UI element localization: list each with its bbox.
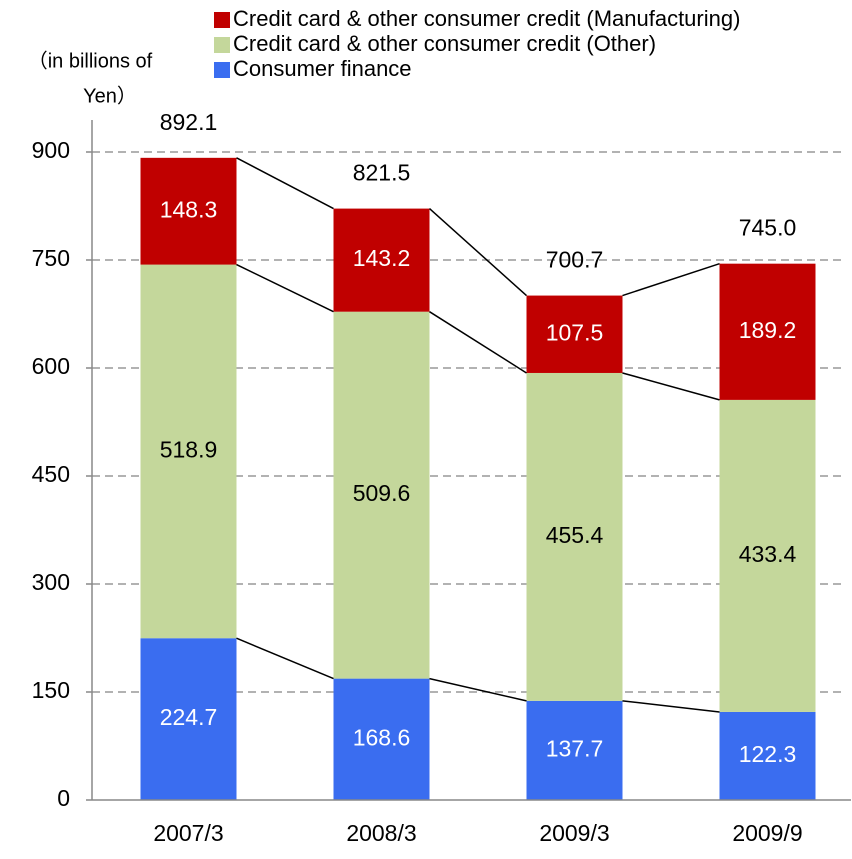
value-label: 518.9 bbox=[160, 436, 218, 462]
value-label: 224.7 bbox=[160, 704, 218, 730]
value-label: 137.7 bbox=[546, 736, 604, 762]
y-axis-label: Yen） bbox=[83, 84, 137, 107]
value-label: 433.4 bbox=[739, 541, 797, 567]
value-label: 143.2 bbox=[353, 245, 411, 271]
total-label: 700.7 bbox=[546, 247, 604, 273]
bar-segment bbox=[140, 638, 237, 800]
bar-segment bbox=[719, 263, 816, 400]
connector bbox=[236, 157, 334, 210]
bar-segment bbox=[526, 700, 623, 800]
connector bbox=[622, 262, 720, 297]
y-tick-label: 150 bbox=[32, 677, 70, 703]
bar-segment bbox=[526, 295, 623, 373]
y-axis-label: （in billions of bbox=[28, 49, 153, 72]
total-label: 745.0 bbox=[739, 215, 797, 241]
y-tick-label: 750 bbox=[32, 245, 70, 271]
value-label: 148.3 bbox=[160, 196, 218, 222]
bar-segment bbox=[719, 711, 816, 800]
connector bbox=[236, 637, 334, 680]
connector bbox=[622, 372, 720, 401]
total-label: 892.1 bbox=[160, 109, 218, 135]
bar-segment bbox=[140, 157, 237, 265]
value-label: 107.5 bbox=[546, 319, 604, 345]
y-tick-label: 900 bbox=[32, 137, 70, 163]
y-tick-label: 0 bbox=[57, 785, 70, 811]
value-label: 189.2 bbox=[739, 317, 797, 343]
connector bbox=[428, 208, 528, 297]
legend-swatch bbox=[214, 37, 230, 53]
y-tick-label: 450 bbox=[32, 461, 70, 487]
connector bbox=[429, 311, 527, 374]
value-label: 122.3 bbox=[739, 741, 797, 767]
x-tick-label: 2009/3 bbox=[539, 820, 609, 846]
x-tick-label: 2008/3 bbox=[346, 820, 416, 846]
y-tick-label: 600 bbox=[32, 353, 70, 379]
legend-swatch bbox=[214, 12, 230, 28]
connector bbox=[429, 677, 527, 702]
y-tick-label: 300 bbox=[32, 569, 70, 595]
value-label: 168.6 bbox=[353, 724, 411, 750]
connector bbox=[236, 263, 334, 313]
legend-swatch bbox=[214, 62, 230, 78]
legend-label: Consumer finance bbox=[233, 56, 412, 81]
bar-segment bbox=[526, 372, 623, 701]
legend-label: Credit card & other consumer credit (Man… bbox=[233, 6, 740, 31]
x-tick-label: 2007/3 bbox=[153, 820, 223, 846]
total-label: 821.5 bbox=[353, 160, 411, 186]
legend-label: Credit card & other consumer credit (Oth… bbox=[233, 31, 656, 56]
connector bbox=[622, 700, 720, 713]
value-label: 509.6 bbox=[353, 480, 411, 506]
bar-segment bbox=[140, 264, 237, 639]
bar-segment bbox=[333, 311, 430, 679]
value-label: 455.4 bbox=[546, 522, 604, 548]
bar-segment bbox=[333, 208, 430, 312]
bar-segment bbox=[719, 399, 816, 712]
bar-segment bbox=[333, 678, 430, 800]
x-tick-label: 2009/9 bbox=[732, 820, 802, 846]
